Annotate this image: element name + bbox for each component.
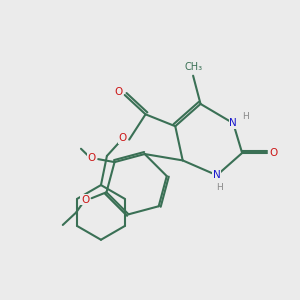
Text: CH₃: CH₃ <box>184 62 202 72</box>
Text: O: O <box>118 133 127 143</box>
Text: H: H <box>242 112 249 121</box>
Text: O: O <box>114 87 122 97</box>
Text: O: O <box>270 148 278 158</box>
Text: H: H <box>216 183 223 192</box>
Text: O: O <box>81 195 89 205</box>
Text: N: N <box>213 170 221 180</box>
Text: N: N <box>229 118 237 128</box>
Text: O: O <box>88 153 96 163</box>
